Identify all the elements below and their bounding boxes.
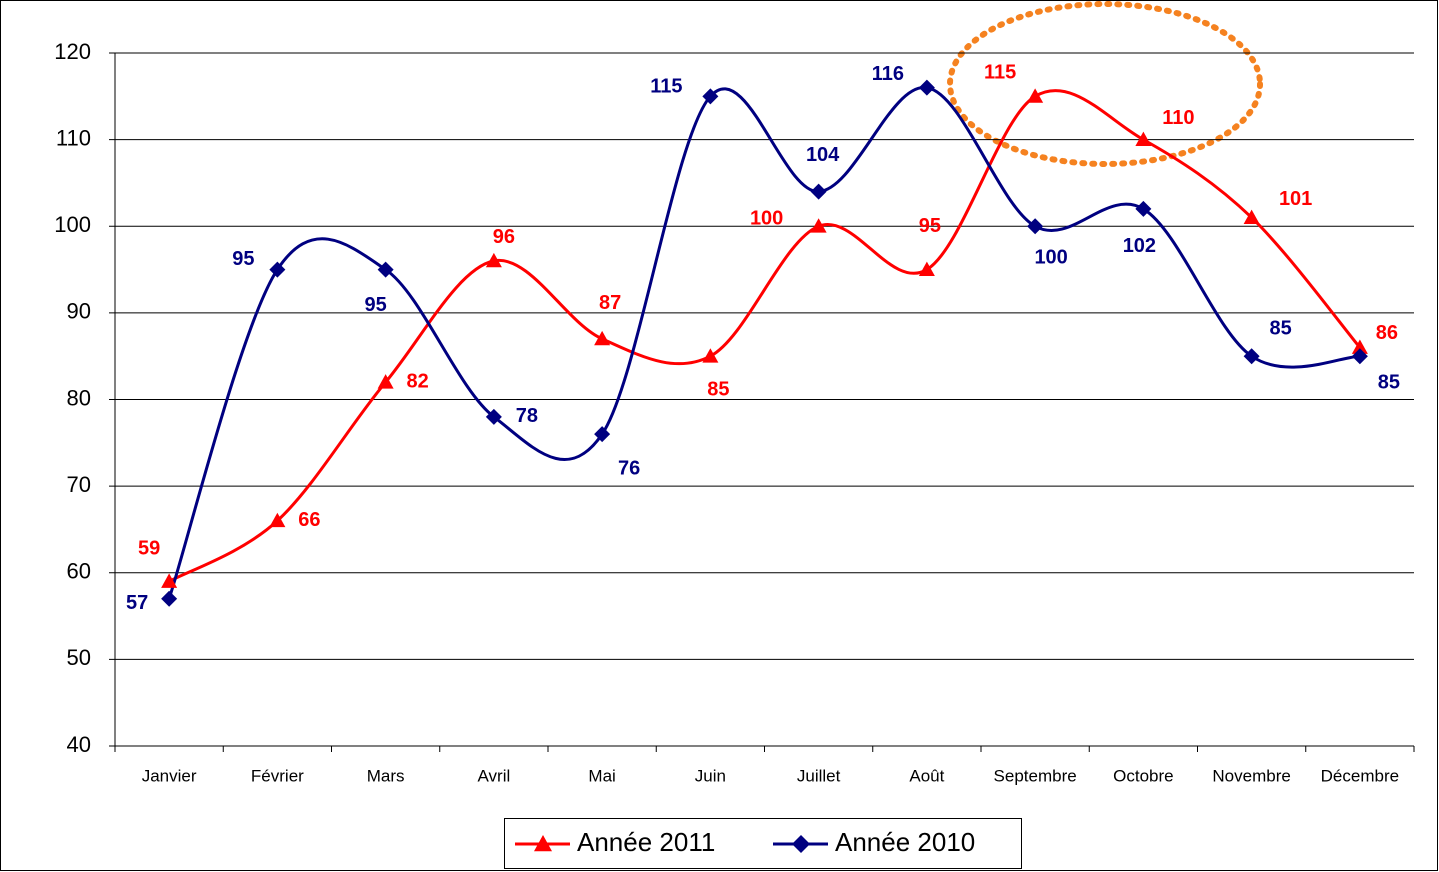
y-tick-label: 100 bbox=[54, 212, 91, 237]
y-tick-label: 60 bbox=[67, 559, 91, 584]
marker bbox=[810, 218, 827, 233]
legend-box bbox=[504, 818, 1022, 869]
data-label: 100 bbox=[1034, 247, 1067, 269]
marker bbox=[1351, 339, 1368, 354]
y-tick-label: 50 bbox=[67, 645, 91, 670]
marker bbox=[1135, 200, 1152, 217]
data-label: 85 bbox=[1270, 317, 1292, 339]
x-tick-label: Novembre bbox=[1212, 766, 1290, 785]
x-tick-label: Juin bbox=[695, 766, 726, 785]
marker bbox=[269, 512, 286, 528]
marker bbox=[1243, 209, 1260, 224]
data-label: 95 bbox=[919, 215, 941, 237]
data-label: 102 bbox=[1123, 235, 1156, 257]
marker bbox=[792, 835, 810, 853]
x-tick-label: Janvier bbox=[142, 766, 197, 785]
highlight-ellipse bbox=[947, 1, 1263, 167]
x-tick-label: Juillet bbox=[797, 766, 841, 785]
marker bbox=[1243, 348, 1260, 365]
data-label: 57 bbox=[126, 592, 148, 614]
series-line bbox=[168, 89, 1362, 583]
marker bbox=[269, 261, 286, 278]
y-tick-label: 110 bbox=[56, 125, 91, 150]
data-label: 101 bbox=[1279, 188, 1312, 210]
marker bbox=[377, 261, 394, 278]
x-tick-label: Octobre bbox=[1113, 766, 1173, 785]
y-tick-label: 120 bbox=[54, 39, 91, 64]
data-label: 95 bbox=[365, 294, 387, 316]
marker bbox=[161, 573, 178, 588]
marker bbox=[594, 426, 611, 443]
marker bbox=[485, 408, 502, 425]
marker bbox=[485, 252, 502, 268]
marker bbox=[1351, 348, 1368, 365]
data-label: 87 bbox=[599, 292, 621, 314]
x-tick-label: Février bbox=[251, 766, 304, 785]
y-tick-label: 90 bbox=[67, 299, 91, 324]
data-label: 96 bbox=[493, 226, 515, 248]
data-label: 78 bbox=[516, 405, 538, 427]
data-label: 104 bbox=[806, 144, 840, 166]
x-tick-label: Août bbox=[909, 766, 944, 785]
data-label: 59 bbox=[138, 538, 160, 560]
marker bbox=[918, 261, 935, 276]
x-tick-label: Mai bbox=[588, 766, 615, 785]
x-tick-label: Septembre bbox=[994, 766, 1077, 785]
data-label: 115 bbox=[650, 76, 682, 98]
x-tick-label: Mars bbox=[367, 766, 405, 785]
data-label: 85 bbox=[1378, 371, 1400, 393]
data-label: 85 bbox=[707, 378, 729, 400]
marker bbox=[918, 79, 935, 96]
data-label: 95 bbox=[232, 248, 254, 270]
data-label: 100 bbox=[750, 208, 783, 230]
data-label: 115 bbox=[984, 62, 1016, 84]
data-label: 66 bbox=[298, 509, 320, 531]
marker bbox=[377, 374, 394, 389]
marker bbox=[534, 835, 552, 852]
marker bbox=[702, 88, 719, 105]
data-label: 82 bbox=[407, 370, 429, 392]
marker bbox=[702, 348, 719, 363]
y-tick-label: 40 bbox=[67, 732, 91, 757]
marker bbox=[1027, 88, 1044, 103]
y-tick-label: 80 bbox=[67, 385, 91, 410]
data-label: 86 bbox=[1376, 322, 1398, 344]
data-label: 110 bbox=[1162, 107, 1194, 129]
data-label: 76 bbox=[618, 457, 640, 479]
marker bbox=[161, 590, 178, 607]
legend-label: Année 2011 bbox=[577, 827, 715, 857]
x-tick-label: Avril bbox=[478, 766, 511, 785]
marker bbox=[810, 183, 827, 200]
data-label: 116 bbox=[872, 63, 904, 85]
x-tick-label: Décembre bbox=[1321, 766, 1399, 785]
marker bbox=[1027, 218, 1044, 235]
y-tick-label: 70 bbox=[67, 472, 91, 497]
legend-label: Année 2010 bbox=[835, 827, 975, 857]
marker bbox=[1135, 131, 1152, 147]
marker bbox=[594, 330, 611, 346]
